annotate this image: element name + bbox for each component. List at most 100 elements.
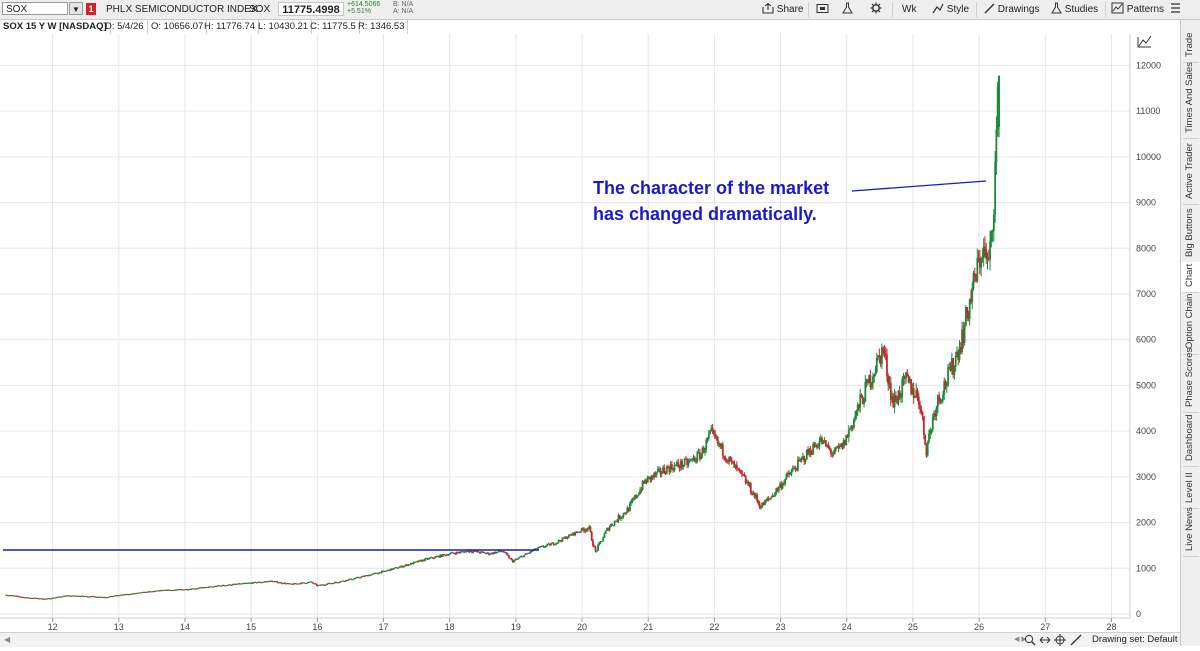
symbol-dropdown-button[interactable]: ▼ (69, 2, 83, 15)
candle-body (920, 409, 923, 413)
candle (188, 588, 191, 591)
candle-body (940, 399, 943, 402)
x-tick-label: 20 (577, 622, 587, 632)
candle-body (837, 445, 840, 449)
candle (730, 457, 733, 465)
candle (62, 595, 65, 597)
sidebar-tab-dashboard[interactable]: Dashboard (1181, 412, 1200, 466)
candle (175, 589, 178, 591)
settings-button[interactable] (870, 0, 882, 19)
zoom-icon[interactable] (1024, 634, 1036, 646)
candle-body (840, 443, 843, 447)
candle (463, 550, 466, 553)
candle-body (683, 459, 686, 466)
candle-body (547, 543, 550, 545)
candle-body (803, 456, 806, 462)
studies-button[interactable]: Studies (1051, 0, 1098, 19)
candle (388, 569, 391, 572)
candle (916, 387, 919, 402)
screenshot-button[interactable] (816, 0, 829, 19)
pan-horizontal-icon[interactable] (1039, 634, 1051, 646)
candle (249, 582, 252, 584)
aggregation-button[interactable]: Wk (902, 4, 917, 15)
candle (726, 458, 729, 465)
annotation-text-line-2[interactable]: has changed dramatically. (593, 204, 817, 224)
candle (482, 551, 485, 553)
candle-body (438, 555, 440, 558)
candle-body (749, 483, 752, 493)
candle-body (322, 584, 325, 586)
style-button[interactable]: Style (932, 0, 969, 19)
candle-body (429, 557, 431, 559)
scroll-left-arrow[interactable]: ◀ (4, 635, 11, 644)
y-tick-label: 5000 (1136, 380, 1156, 390)
candle-body (34, 597, 37, 599)
sidebar-tab-chart[interactable]: Chart (1181, 262, 1200, 292)
candle (796, 456, 799, 472)
candle-body (767, 498, 770, 500)
candle-body (688, 460, 691, 462)
crosshair-icon[interactable] (1054, 634, 1066, 646)
share-button[interactable]: Share (762, 0, 803, 19)
chart-svg[interactable]: 0100020003000400050006000700080009000100… (0, 34, 1180, 646)
candle (462, 551, 465, 553)
sidebar-tab-active-trader[interactable]: Active Trader (1181, 138, 1200, 204)
sidebar-tab-label: Active Trader (1184, 143, 1195, 199)
axis-mode-icon[interactable] (1137, 35, 1152, 48)
candle-body (883, 349, 886, 354)
sidebar-tab-trade[interactable]: Trade (1181, 20, 1200, 62)
drawings-button[interactable]: Drawings (984, 0, 1039, 19)
candle-body (570, 534, 573, 536)
candle (211, 586, 214, 588)
candle-body (259, 582, 262, 584)
candle (963, 322, 966, 346)
candle (817, 443, 820, 449)
scroll-arrows[interactable]: ◀ ▶ (1014, 636, 1027, 643)
sidebar-tab-big-buttons[interactable]: Big Buttons (1181, 204, 1200, 262)
flask-button[interactable] (842, 0, 853, 19)
candle-body (520, 556, 523, 558)
annotation-pointer-line[interactable] (851, 180, 987, 192)
candle (65, 595, 68, 597)
sidebar-tab-option-chain[interactable]: Option Chain (1181, 292, 1200, 354)
symbol-input[interactable]: SOX (2, 2, 68, 15)
patterns-button[interactable]: Patterns (1111, 0, 1164, 19)
candle-body (307, 582, 309, 584)
candle (406, 564, 409, 567)
candle-body (467, 550, 470, 553)
candle (319, 584, 322, 586)
candle (669, 461, 672, 474)
candle (729, 455, 732, 462)
candle (265, 581, 267, 583)
candle (203, 586, 206, 589)
candle-body (119, 594, 122, 596)
price-chart[interactable]: 0 1000 2000 3000 4000 5000 6000 7000 8000 9000 100… (0, 34, 1180, 646)
sidebar-tab-phase-scores[interactable]: Phase Scores (1181, 348, 1200, 412)
candle-body (802, 456, 804, 458)
link-group-badge[interactable]: 1 (86, 3, 96, 15)
candle-body (403, 565, 406, 567)
candle-body (934, 413, 937, 416)
candle (394, 567, 397, 569)
candle (656, 466, 659, 473)
candle (704, 447, 706, 456)
sidebar-tab-times-and-sales[interactable]: Times And Sales (1181, 62, 1200, 138)
trendline-tool-icon[interactable] (1070, 634, 1082, 646)
candle-body (495, 551, 498, 554)
candle (950, 352, 953, 375)
sidebar-tab-live-news[interactable]: Live News (1181, 507, 1200, 556)
drawing-set-label[interactable]: Drawing set: Default (1092, 634, 1178, 645)
candle-body (886, 354, 888, 377)
more-menu-button[interactable] (1171, 0, 1180, 19)
candle (137, 592, 140, 594)
candle-body (971, 288, 974, 303)
candle-body (538, 547, 541, 549)
bar-high: H: 11776.74 (201, 20, 260, 34)
candle (728, 456, 731, 466)
sidebar-tab-level-ii[interactable]: Level II (1181, 466, 1200, 508)
candle-body (19, 596, 22, 598)
candle (886, 348, 888, 383)
candle-body (910, 379, 913, 394)
candle-body (103, 597, 106, 599)
annotation-text-line-1[interactable]: The character of the market (593, 178, 829, 198)
